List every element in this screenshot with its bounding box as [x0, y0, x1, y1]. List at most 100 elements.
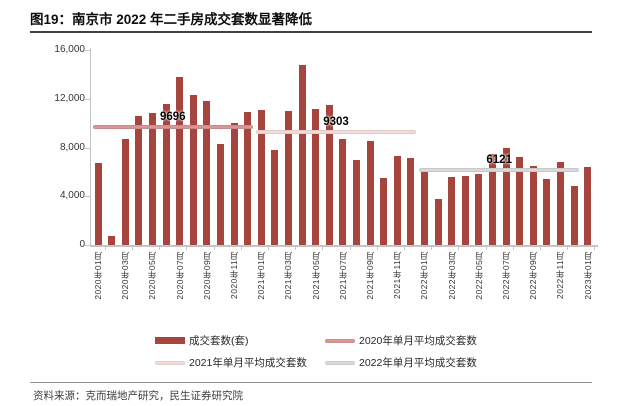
x-axis-tick	[567, 245, 569, 250]
bar	[448, 176, 456, 245]
x-axis-label: 2020年11月	[229, 251, 239, 299]
x-axis-label: 2020年03月	[120, 251, 131, 300]
x-axis-tick	[404, 245, 405, 250]
x-axis-tick	[268, 245, 269, 250]
x-axis-label: 2020年01月	[93, 251, 103, 300]
y-axis-label: 12,000	[54, 92, 85, 104]
average-value-label-2020: 9696	[160, 110, 186, 123]
bar	[393, 156, 401, 245]
bar	[257, 109, 265, 245]
x-axis-tick	[104, 245, 106, 250]
y-axis-tick	[85, 147, 90, 149]
x-axis-tick	[458, 245, 460, 250]
y-axis-tick	[85, 98, 90, 100]
legend-label-avg-2020: 2020年单月平均成交套数	[359, 335, 477, 347]
y-axis-tick	[85, 50, 90, 51]
x-axis-tick	[159, 245, 161, 250]
y-axis-tick	[85, 196, 90, 198]
bar	[556, 161, 564, 245]
bar	[516, 157, 524, 245]
bar	[434, 198, 442, 245]
bar	[135, 115, 143, 245]
bar	[339, 138, 347, 245]
average-value-label-2021: 9303	[323, 115, 349, 128]
legend-swatch-avg-2022-line	[325, 360, 355, 365]
bar	[203, 101, 211, 245]
x-axis-label: 2022年01月	[419, 251, 430, 300]
legend-item-volume: 成交套数(套)	[155, 333, 325, 348]
x-axis-label: 2021年09月	[365, 251, 375, 300]
bar	[366, 141, 374, 245]
legend-item-avg-2020: 2020年单月平均成交套数	[325, 333, 477, 348]
x-axis-label: 2021年11月	[392, 251, 403, 299]
bar	[189, 95, 197, 245]
y-axis-label: 0	[79, 239, 85, 250]
bar	[271, 149, 279, 245]
x-axis-label: 2021年03月	[283, 251, 294, 300]
x-axis-tick	[240, 245, 242, 250]
bar	[352, 159, 360, 245]
bar	[529, 165, 537, 245]
bar	[312, 108, 320, 245]
bar	[94, 163, 102, 245]
x-axis-label: 2022年11月	[555, 251, 566, 299]
x-axis-label: 2023年01月	[582, 251, 593, 300]
legend-swatch-avg-2020-line	[325, 338, 355, 343]
x-axis-tick	[431, 245, 433, 250]
x-axis-label: 2021年01月	[256, 251, 267, 300]
x-axis-label: 2021年05月	[310, 251, 321, 300]
average-line-2022	[419, 168, 579, 173]
legend-item-avg-2021: 2021年单月平均成交套数	[155, 355, 325, 370]
x-axis-label: 2022年09月	[528, 251, 539, 300]
x-axis-label: 2020年07月	[174, 251, 185, 300]
average-value-label-2022: 6121	[486, 154, 512, 167]
x-axis-label: 2020年09月	[201, 251, 212, 300]
legend-swatch-bar	[155, 337, 185, 344]
x-axis-tick	[322, 245, 324, 250]
legend-swatch-avg-2021-line	[155, 360, 185, 365]
x-axis-tick	[485, 245, 487, 250]
x-axis-tick	[376, 245, 378, 250]
legend-item-avg-2022: 2022年单月平均成交套数	[325, 355, 477, 370]
x-axis-label: 2022年05月	[473, 251, 484, 300]
x-axis	[90, 245, 598, 247]
bar	[230, 123, 238, 245]
x-axis-tick	[132, 245, 133, 250]
legend-label-avg-2021: 2021年单月平均成交套数	[189, 357, 307, 369]
bar	[488, 153, 496, 245]
x-axis-tick	[512, 245, 514, 250]
y-axis-label: 4,000	[59, 190, 85, 202]
x-axis-label: 2022年03月	[446, 251, 457, 300]
bar	[570, 185, 578, 245]
bar	[121, 138, 129, 245]
x-axis-label: 2021年07月	[337, 251, 348, 300]
x-axis-tick	[213, 245, 215, 250]
title-underline	[30, 31, 592, 33]
bar	[420, 171, 428, 245]
source-divider	[30, 382, 592, 383]
x-axis-tick	[349, 245, 351, 250]
y-axis-label: 16,000	[54, 44, 85, 55]
source-text: 资料来源：克而瑞地产研究，民生证券研究院	[33, 390, 243, 402]
x-axis-label: 2022年07月	[501, 251, 511, 300]
bar	[244, 112, 252, 245]
bar	[216, 143, 224, 245]
bar	[475, 174, 483, 245]
y-axis-tick	[85, 245, 90, 246]
bar	[325, 104, 333, 245]
figure-title: 图19：南京市 2022 年二手房成交套数显著降低	[30, 12, 313, 27]
bar	[407, 158, 415, 245]
bar	[461, 175, 469, 245]
x-axis-tick	[186, 245, 188, 250]
bar	[502, 148, 510, 245]
y-axis	[90, 48, 91, 245]
x-axis-tick	[540, 245, 541, 250]
x-axis-label: 2020年05月	[147, 251, 158, 300]
bar	[284, 110, 292, 245]
bar	[298, 64, 306, 245]
legend-label-avg-2022: 2022年单月平均成交套数	[359, 357, 477, 369]
x-axis-tick	[295, 245, 297, 250]
bar	[584, 167, 592, 245]
